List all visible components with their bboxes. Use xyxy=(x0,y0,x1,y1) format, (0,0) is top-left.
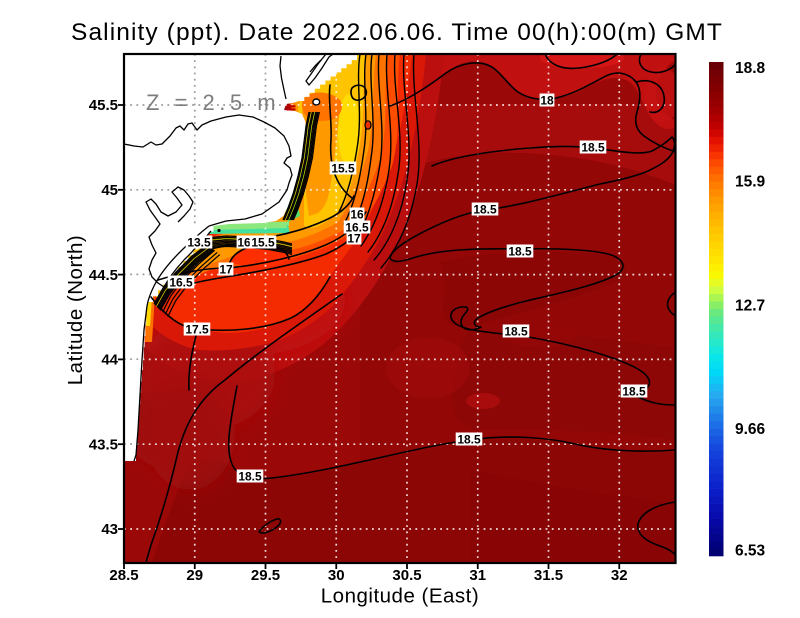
svg-text:15.5: 15.5 xyxy=(331,161,355,175)
svg-text:18.5: 18.5 xyxy=(581,140,605,154)
svg-text:32: 32 xyxy=(611,567,628,584)
svg-text:18.8: 18.8 xyxy=(735,60,766,77)
svg-text:16: 16 xyxy=(237,235,251,249)
svg-text:16.5: 16.5 xyxy=(169,275,193,289)
svg-text:15.5: 15.5 xyxy=(251,235,275,249)
svg-text:18.5: 18.5 xyxy=(508,244,532,258)
svg-text:43.5: 43.5 xyxy=(89,436,118,453)
svg-text:30.5: 30.5 xyxy=(392,567,421,584)
svg-text:17: 17 xyxy=(219,262,233,276)
svg-text:29: 29 xyxy=(186,567,203,584)
svg-text:Longitude (East): Longitude (East) xyxy=(321,585,479,608)
svg-text:18.5: 18.5 xyxy=(622,384,646,398)
svg-text:29.5: 29.5 xyxy=(251,567,280,584)
svg-text:17.5: 17.5 xyxy=(185,322,209,336)
svg-text:15.9: 15.9 xyxy=(735,174,766,191)
svg-text:18.5: 18.5 xyxy=(473,202,497,216)
svg-text:18.5: 18.5 xyxy=(457,432,481,446)
svg-text:13.5: 13.5 xyxy=(187,235,211,249)
svg-text:28.5: 28.5 xyxy=(109,567,138,584)
svg-text:Z = 2.5 m: Z = 2.5 m xyxy=(146,90,280,115)
svg-text:30: 30 xyxy=(328,567,345,584)
svg-text:45: 45 xyxy=(101,182,118,199)
svg-text:31.5: 31.5 xyxy=(534,567,563,584)
svg-text:Salinity (ppt). Date 2022.06.0: Salinity (ppt). Date 2022.06.06. Time 00… xyxy=(71,19,723,46)
svg-text:18.5: 18.5 xyxy=(238,469,262,483)
svg-text:16: 16 xyxy=(350,207,364,221)
svg-text:17: 17 xyxy=(347,231,361,245)
svg-text:31: 31 xyxy=(469,567,486,584)
svg-text:18: 18 xyxy=(540,93,554,107)
svg-text:44: 44 xyxy=(101,352,118,369)
svg-text:18.5: 18.5 xyxy=(504,324,528,338)
svg-text:9.66: 9.66 xyxy=(735,421,766,438)
svg-text:45.5: 45.5 xyxy=(89,97,118,114)
svg-text:6.53: 6.53 xyxy=(735,543,766,560)
svg-text:43: 43 xyxy=(101,521,118,538)
svg-text:16.5: 16.5 xyxy=(345,220,369,234)
svg-text:44.5: 44.5 xyxy=(89,267,118,284)
svg-text:Latitude (North): Latitude (North) xyxy=(64,235,87,385)
svg-text:12.7: 12.7 xyxy=(735,298,765,315)
